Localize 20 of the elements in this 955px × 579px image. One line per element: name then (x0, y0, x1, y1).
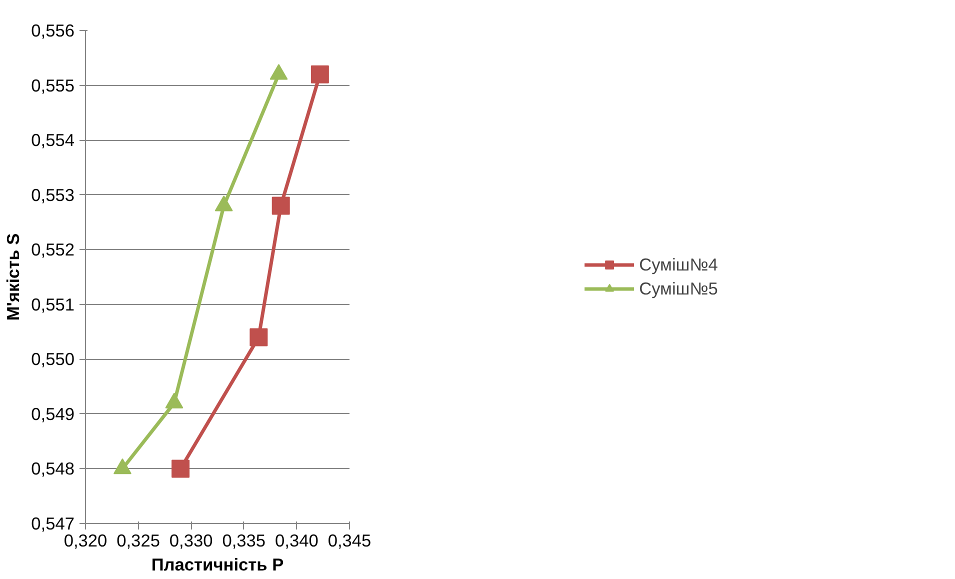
y-tick-label: 0,549 (31, 404, 75, 424)
x-tick-label: 0,330 (169, 530, 213, 550)
legend-label: Суміш№5 (639, 278, 718, 299)
y-axis-title: М'якість S (3, 233, 24, 321)
y-tick-label: 0,556 (31, 20, 75, 40)
x-tick-label: 0,340 (275, 530, 318, 550)
y-tick-label: 0,553 (31, 184, 75, 205)
y-tick-label: 0,555 (31, 75, 75, 96)
legend-label: Суміш№4 (639, 254, 718, 275)
y-tick-label: 0,547 (31, 514, 75, 534)
y-tick-label: 0,548 (31, 458, 75, 479)
x-tick-label: 0,325 (116, 530, 160, 550)
x-axis-title: Пластичність P (151, 554, 284, 574)
y-tick-label: 0,552 (31, 240, 75, 260)
x-tick-label: 0,335 (222, 530, 266, 550)
y-tick-label: 0,550 (31, 349, 75, 370)
x-tick-label: 0,345 (328, 530, 372, 550)
x-tick-label: 0,320 (64, 530, 108, 550)
y-tick-label: 0,551 (31, 294, 75, 314)
y-tick-label: 0,554 (31, 130, 75, 150)
